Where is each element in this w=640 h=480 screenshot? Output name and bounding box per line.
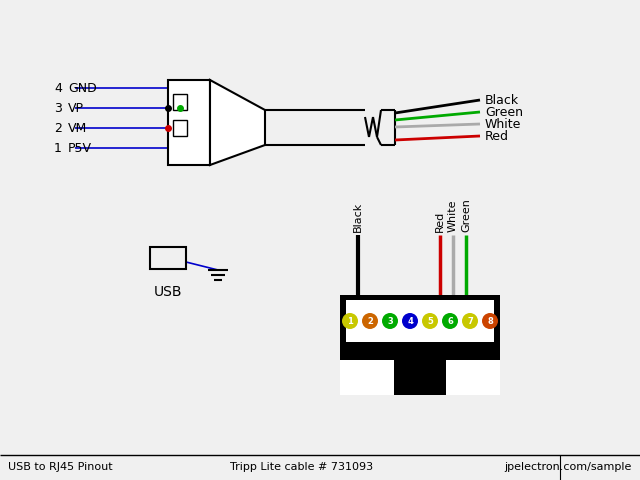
Text: Green: Green: [461, 198, 471, 232]
Text: White: White: [485, 118, 522, 131]
Text: 3: 3: [54, 101, 62, 115]
Bar: [150, 247, 186, 269]
Text: 1: 1: [347, 316, 353, 325]
Text: VM: VM: [68, 121, 87, 134]
Text: Red: Red: [485, 130, 509, 143]
Circle shape: [342, 313, 358, 329]
Text: Black: Black: [353, 202, 363, 232]
Circle shape: [482, 313, 498, 329]
Bar: [173, 120, 187, 136]
Text: USB to RJ45 Pinout: USB to RJ45 Pinout: [8, 462, 113, 472]
Text: 7: 7: [467, 316, 473, 325]
Text: P5V: P5V: [68, 142, 92, 155]
Text: Black: Black: [485, 94, 519, 107]
Text: 4: 4: [407, 316, 413, 325]
Circle shape: [362, 313, 378, 329]
Text: 2: 2: [367, 316, 373, 325]
Bar: [340, 295, 500, 395]
Text: 5: 5: [427, 316, 433, 325]
Text: 3: 3: [387, 316, 393, 325]
Bar: [154, 250, 182, 258]
Polygon shape: [210, 80, 265, 165]
Text: White: White: [448, 200, 458, 232]
Text: GND: GND: [68, 82, 97, 95]
Text: 6: 6: [447, 316, 453, 325]
Text: Green: Green: [485, 106, 523, 119]
Text: VP: VP: [68, 101, 84, 115]
Text: 8: 8: [487, 316, 493, 325]
Text: Tripp Lite cable # 731093: Tripp Lite cable # 731093: [230, 462, 373, 472]
Text: Red: Red: [435, 211, 445, 232]
Bar: [173, 94, 187, 110]
Text: 2: 2: [54, 121, 62, 134]
Bar: [168, 80, 210, 165]
Bar: [340, 360, 394, 395]
Circle shape: [402, 313, 418, 329]
Circle shape: [462, 313, 478, 329]
Bar: [394, 360, 445, 395]
Bar: [445, 360, 500, 395]
Text: USB: USB: [154, 285, 182, 299]
Bar: [346, 300, 494, 342]
Circle shape: [442, 313, 458, 329]
Circle shape: [382, 313, 398, 329]
Circle shape: [422, 313, 438, 329]
Text: jpelectron.com/sample: jpelectron.com/sample: [504, 462, 632, 472]
Text: 1: 1: [54, 142, 62, 155]
Text: 4: 4: [54, 82, 62, 95]
